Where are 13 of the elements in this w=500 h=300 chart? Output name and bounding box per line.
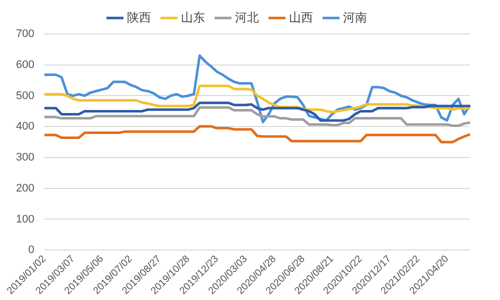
legend-label: 山东 bbox=[181, 10, 205, 24]
y-tick-label: 700 bbox=[16, 28, 34, 40]
y-tick-label: 500 bbox=[16, 90, 34, 102]
legend-label: 河南 bbox=[343, 10, 367, 24]
legend-label: 陕西 bbox=[127, 10, 151, 24]
y-tick-label: 300 bbox=[16, 152, 34, 164]
y-tick-label: 400 bbox=[16, 120, 34, 133]
y-tick-label: 100 bbox=[16, 213, 34, 226]
y-tick-label: 200 bbox=[16, 182, 34, 194]
y-tick-label: 0 bbox=[28, 244, 34, 256]
legend-label: 河北 bbox=[235, 10, 259, 24]
y-tick-label: 600 bbox=[16, 58, 34, 71]
legend-label: 山西 bbox=[289, 10, 313, 24]
